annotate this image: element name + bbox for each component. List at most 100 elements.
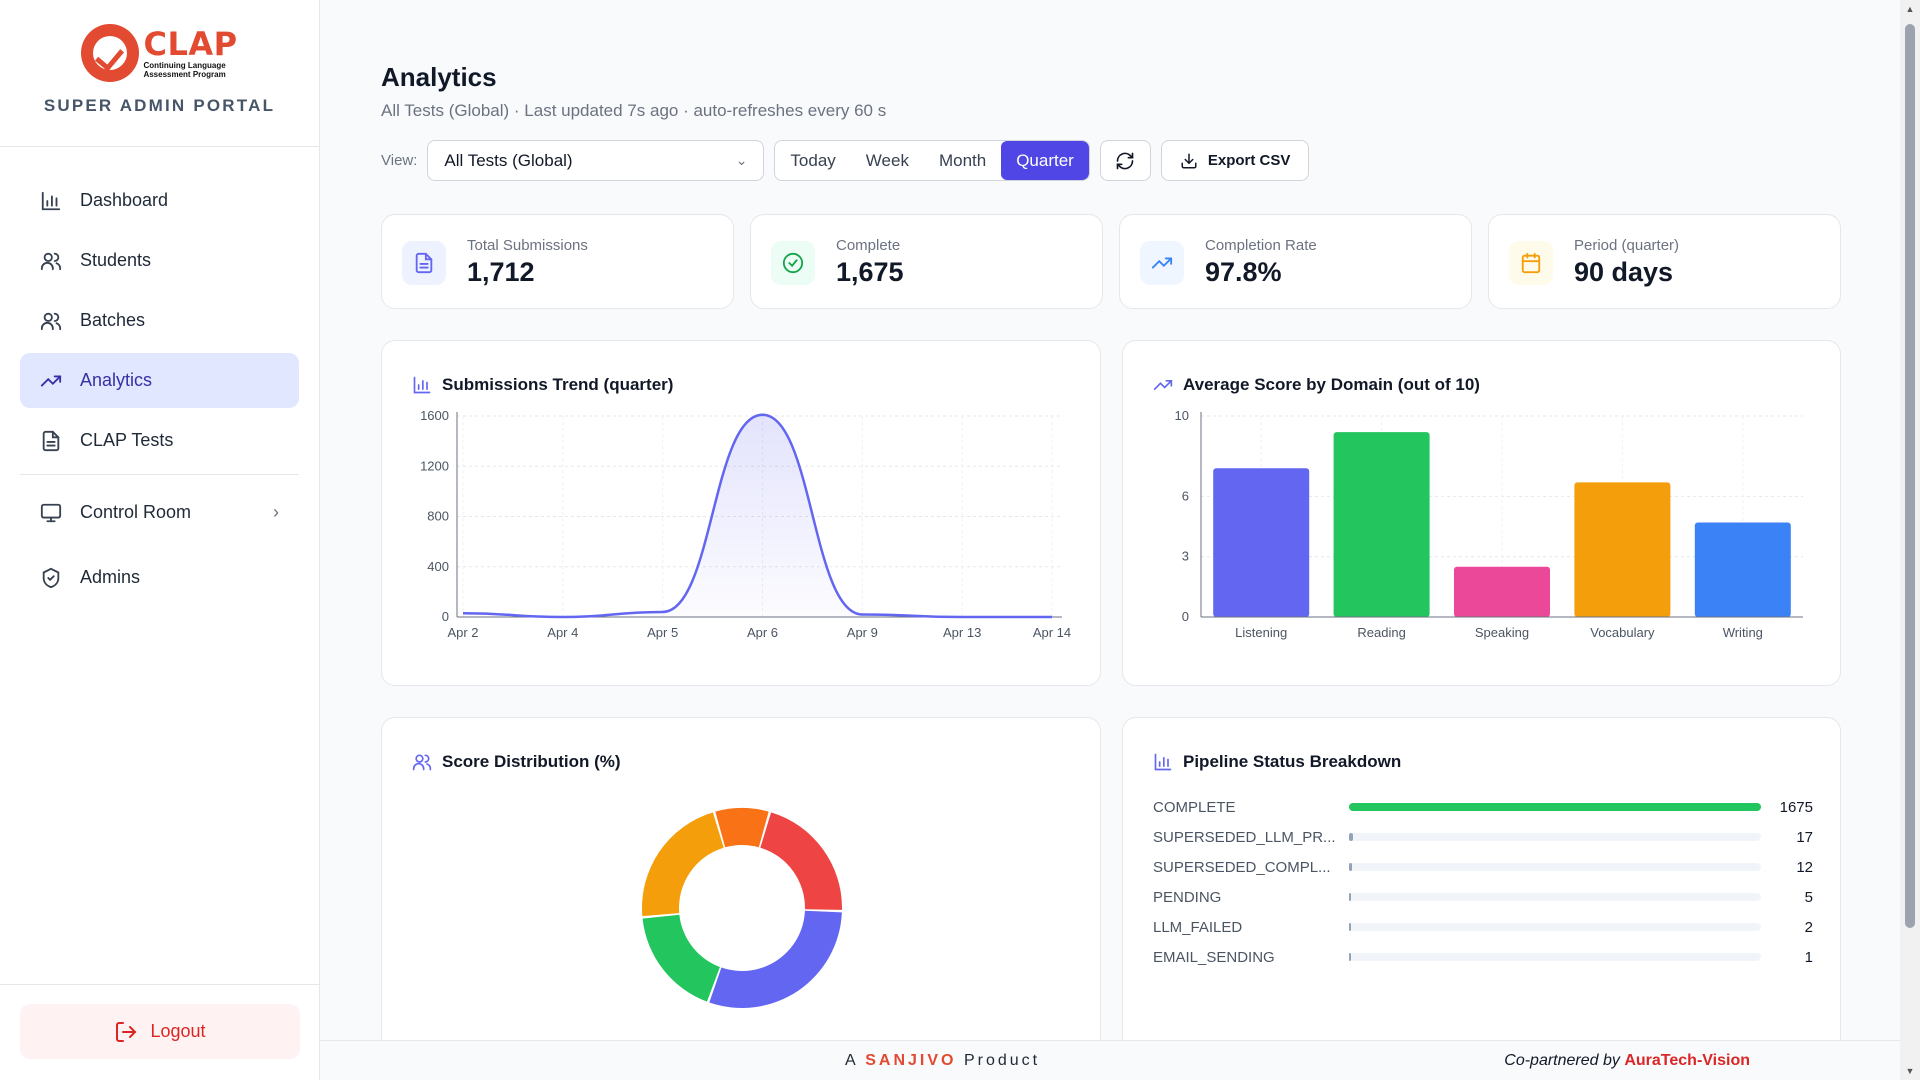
x-tick-label: Listening (1235, 625, 1287, 640)
pipeline-bar-fill (1349, 953, 1352, 961)
users-icon (40, 252, 62, 270)
document-icon (402, 241, 446, 285)
sidebar-item-dashboard[interactable]: Dashboard (20, 173, 299, 228)
toolbar: View: All Tests (Global) ⌄ Today Week Mo… (381, 140, 1310, 181)
stat-card-complete: Complete 1,675 (750, 214, 1103, 309)
submissions-trend-chart: 0 400 800 1200 1600 Apr 2 Apr 4 Apr 5 Apr 6 Apr 9… (420, 408, 1071, 640)
check-circle-icon (771, 241, 815, 285)
period-quarter-button[interactable]: Quarter (1001, 141, 1089, 180)
sidebar-item-label: Admins (80, 567, 141, 587)
panel-title: Submissions Trend (quarter) (442, 375, 674, 394)
y-tick-label: 400 (427, 559, 449, 574)
submissions-trend-panel: Submissions Trend (quarter) 0 400 800 1200 1… (381, 340, 1101, 686)
sidebar-item-clap-tests[interactable]: CLAP Tests (20, 413, 299, 468)
pipeline-row: PENDING 5 (1153, 887, 1813, 907)
bar-vocabulary (1574, 482, 1671, 617)
panel-header: Score Distribution (%) (412, 752, 621, 772)
page-title: Analytics (381, 62, 497, 92)
panel-header: Submissions Trend (quarter) (412, 375, 673, 395)
clap-logo-mark-icon (81, 24, 140, 82)
sidebar-item-batches[interactable]: Batches (20, 293, 299, 348)
sidebar-item-admins[interactable]: Admins (20, 550, 299, 605)
stat-card-completion-rate: Completion Rate 97.8% (1119, 214, 1472, 309)
sidebar-item-analytics[interactable]: Analytics (20, 353, 299, 408)
pipeline-row: LLM_FAILED 2 (1153, 917, 1813, 937)
period-today-button[interactable]: Today (790, 150, 836, 170)
stat-value: 1,712 (467, 257, 535, 287)
bar-listening (1213, 468, 1310, 617)
view-select[interactable]: All Tests (Global) ⌄ (427, 140, 765, 181)
trend-line (462, 413, 1052, 619)
sidebar-item-students[interactable]: Students (20, 233, 299, 288)
bar-speaking (1454, 566, 1550, 617)
refresh-button[interactable] (1099, 140, 1151, 181)
pipeline-row: SUPERSEDED_COMPL... 12 (1153, 857, 1813, 877)
bar-chart-icon (41, 191, 61, 210)
chevron-right-icon: › (273, 502, 279, 522)
bar-reading (1333, 432, 1430, 617)
stat-card-total-submissions: Total Submissions 1,712 (381, 214, 734, 309)
period-selector: Today Week Month Quarter (774, 140, 1090, 181)
period-week-button[interactable]: Week (865, 150, 909, 170)
y-tick-label: 0 (442, 609, 449, 624)
page-scrollbar[interactable]: ▲ ▼ (1900, 0, 1920, 1080)
stat-label: Period (quarter) (1574, 237, 1680, 254)
period-month-button[interactable]: Month (938, 150, 987, 170)
scroll-thumb[interactable] (1905, 24, 1915, 928)
panel-title: Score Distribution (%) (442, 752, 621, 771)
logout-icon (116, 1021, 137, 1042)
bar-chart-icon (413, 376, 431, 394)
logo-subtitle-line-1: Continuing Language (143, 61, 226, 70)
sidebar: CLAP Continuing Language Assessment Prog… (0, 0, 320, 1080)
x-tick-label: Apr 5 (647, 625, 678, 640)
sidebar-item-label: Batches (80, 310, 146, 330)
pipeline-bar-fill (1349, 893, 1352, 901)
portal-title: SUPER ADMIN PORTAL (43, 96, 276, 115)
trending-up-icon (1153, 380, 1173, 390)
auratech-vision-link[interactable]: AuraTech-Vision (1624, 1052, 1750, 1069)
trending-up-icon (40, 375, 62, 386)
pipeline-row: EMAIL_SENDING 1 (1153, 947, 1813, 967)
x-tick-label: Apr 9 (847, 625, 878, 640)
view-select-value: All Tests (Global) (444, 150, 573, 170)
pipeline-row: SUPERSEDED_LLM_PR... 17 (1153, 827, 1813, 847)
users-icon (412, 754, 432, 771)
stat-card-period: Period (quarter) 90 days (1488, 214, 1841, 309)
pipeline-bar-track (1349, 923, 1761, 931)
users-icon (40, 312, 62, 330)
sidebar-item-label: Students (80, 250, 152, 270)
x-tick-label: Apr 13 (943, 625, 981, 640)
x-tick-label: Writing (1723, 625, 1763, 640)
y-tick-label: 1600 (420, 408, 449, 423)
pipeline-status-count: 2 (1804, 918, 1813, 936)
pipeline-row: COMPLETE 1675 (1153, 797, 1813, 817)
x-tick-label: Apr 14 (1033, 625, 1071, 640)
logout-button[interactable]: Logout (20, 1004, 300, 1059)
panel-title: Pipeline Status Breakdown (1183, 752, 1402, 771)
pipeline-bar-fill (1349, 803, 1761, 811)
nav-divider (20, 474, 299, 475)
pipeline-status-count: 5 (1804, 888, 1813, 906)
pipeline-status-count: 12 (1796, 858, 1813, 876)
stat-value: 1,675 (836, 257, 904, 287)
pipeline-bar-fill (1349, 923, 1352, 931)
shield-icon (42, 567, 60, 588)
bar-chart-icon (1154, 753, 1172, 771)
view-label: View: (381, 152, 418, 169)
scroll-up-arrow-icon[interactable]: ▲ (1905, 4, 1915, 14)
score-distribution-chart (642, 808, 842, 1008)
sidebar-item-control-room[interactable]: Control Room › (20, 485, 299, 540)
score-distribution-panel: Score Distribution (%) (381, 717, 1101, 1057)
pipeline-status-count: 17 (1796, 828, 1813, 846)
donut-slice (760, 812, 842, 910)
pipeline-status-label: PENDING (1153, 888, 1222, 906)
clap-logo[interactable]: CLAP Continuing Language Assessment Prog… (81, 24, 237, 82)
export-csv-button[interactable]: Export CSV (1160, 140, 1310, 181)
stat-label: Complete (836, 237, 901, 254)
pipeline-status-label: SUPERSEDED_COMPL... (1153, 858, 1331, 876)
scroll-down-arrow-icon[interactable]: ▼ (1905, 1066, 1915, 1076)
panel-header: Pipeline Status Breakdown (1153, 752, 1401, 772)
pipeline-status-count: 1675 (1779, 798, 1813, 816)
bar-writing (1694, 522, 1791, 617)
logo-word: CLAP (143, 25, 238, 63)
